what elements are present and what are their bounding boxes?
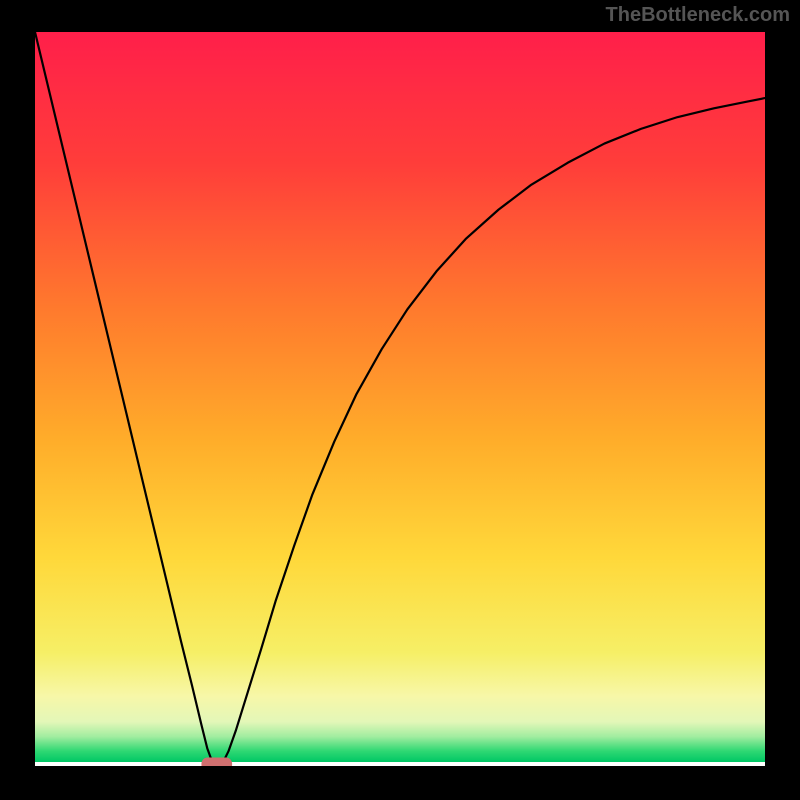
min-marker xyxy=(201,758,232,766)
plot-area xyxy=(35,32,765,766)
v-curve xyxy=(35,32,765,766)
chart-root: { "watermark": "TheBottleneck.com", "cha… xyxy=(0,0,800,800)
curve-layer xyxy=(35,32,765,766)
watermark-text: TheBottleneck.com xyxy=(606,4,790,27)
